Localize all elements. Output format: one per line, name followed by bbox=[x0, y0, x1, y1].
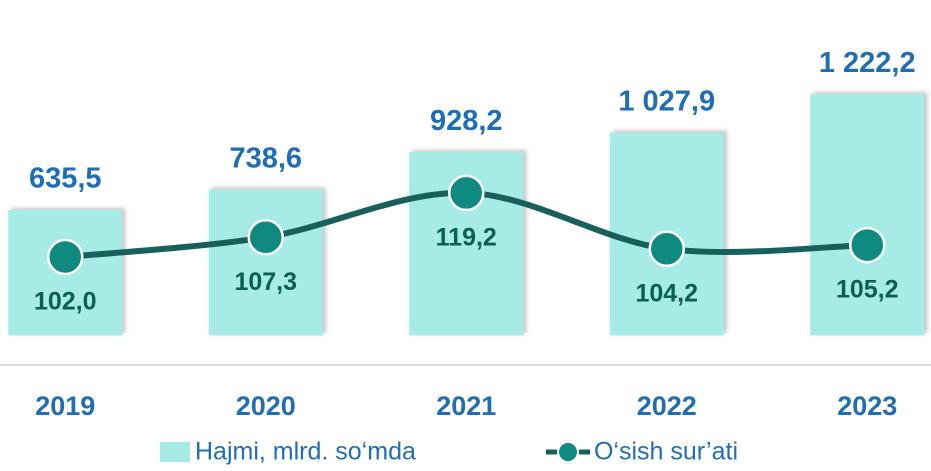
line-value-label: 104,2 bbox=[635, 279, 698, 307]
bar-value-label: 635,5 bbox=[29, 163, 102, 195]
x-tick-label: 2023 bbox=[837, 391, 897, 421]
bar bbox=[810, 94, 925, 336]
legend-label: Hajmi, mlrd. so‘mda bbox=[195, 438, 416, 466]
bar bbox=[208, 189, 323, 336]
line-value-label: 105,2 bbox=[836, 276, 899, 304]
line-value-label: 119,2 bbox=[436, 224, 497, 252]
lines bbox=[47, 174, 886, 276]
legend-label: O‘sish sur’ati bbox=[594, 438, 738, 466]
line-value-label: 102,0 bbox=[34, 288, 97, 316]
marker bbox=[47, 238, 84, 276]
x-tick-label: 2019 bbox=[35, 391, 95, 421]
x-tick-label: 2022 bbox=[637, 391, 697, 421]
legend-swatch bbox=[160, 442, 190, 462]
bar-value-label: 1 027,9 bbox=[618, 85, 715, 117]
marker bbox=[648, 230, 685, 268]
bar-value-label: 928,2 bbox=[430, 105, 503, 137]
bar-value-label: 738,6 bbox=[229, 142, 302, 174]
bars bbox=[0, 94, 931, 366]
marker bbox=[448, 174, 485, 212]
labels: 2019 2020 2021 2022 2023 635,5 738,6 928,2 1 027… bbox=[29, 47, 916, 466]
x-tick-label: 2020 bbox=[236, 391, 296, 421]
marker bbox=[247, 219, 284, 256]
x-tick-label: 2021 bbox=[436, 391, 496, 421]
marker bbox=[849, 226, 886, 264]
legend-marker bbox=[557, 441, 579, 463]
line-value-label: 107,3 bbox=[234, 268, 297, 296]
bar-value-label: 1 222,2 bbox=[819, 47, 916, 79]
